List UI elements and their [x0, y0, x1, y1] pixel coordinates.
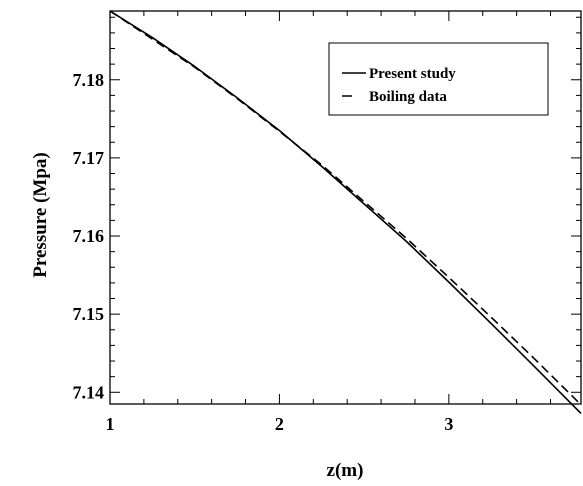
x-tick-label: 3	[444, 414, 453, 434]
x-tick-label: 1	[106, 414, 115, 434]
y-tick-label: 7.14	[73, 382, 105, 402]
y-tick-label: 7.15	[73, 304, 105, 324]
y-axis-label: Pressure (Mpa)	[30, 152, 51, 277]
x-axis-label: z(m)	[327, 460, 364, 481]
y-tick-label: 7.18	[73, 70, 105, 90]
y-tick-label: 7.17	[73, 148, 105, 168]
legend: Present study Boiling data	[329, 43, 548, 115]
legend-label-present-study: Present study	[369, 66, 456, 82]
x-tick-label: 2	[275, 414, 284, 434]
y-tick-label: 7.16	[73, 226, 105, 246]
legend-label-boiling-data: Boiling data	[369, 89, 447, 105]
